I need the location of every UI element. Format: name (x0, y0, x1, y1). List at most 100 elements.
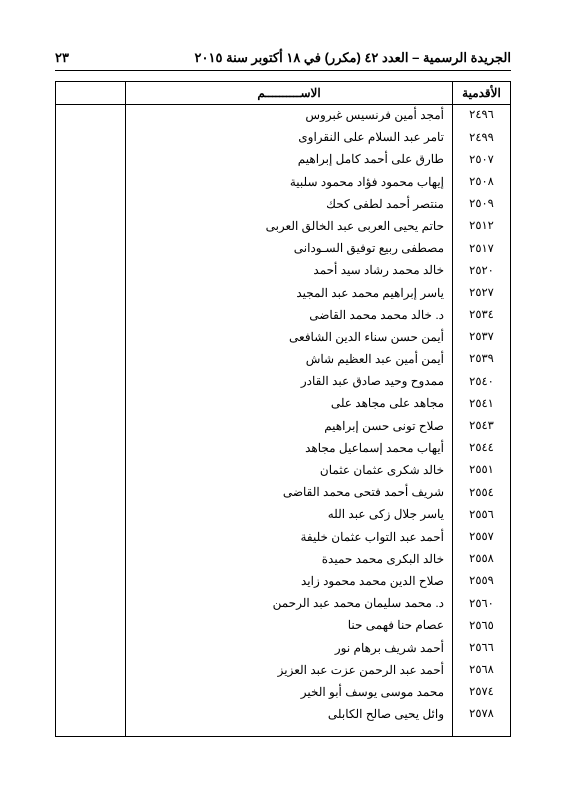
cell-empty (56, 438, 126, 460)
cell-empty (56, 371, 126, 393)
cell-empty (56, 283, 126, 305)
cell-empty (56, 305, 126, 327)
cell-seniority: ٢٥٥٩ (453, 571, 511, 593)
col-header-seniority: الأقدمية (453, 82, 511, 105)
table-row: ٢٥٢٧ياسر إبراهيم محمد عبد المجيد (56, 283, 511, 305)
cell-seniority: ٢٥٦٨ (453, 660, 511, 682)
cell-seniority: ٢٥٥٧ (453, 527, 511, 549)
cell-seniority: ٢٥١٢ (453, 216, 511, 238)
cell-name: مجاهد على مجاهد على (126, 393, 453, 415)
col-header-name: الاســــــــــم (126, 82, 453, 105)
cell-name: أمجد أمين فرنسيس غبروس (126, 105, 453, 128)
cell-name: خالد البكرى محمد حميدة (126, 549, 453, 571)
cell-seniority: ٢٥٢٠ (453, 260, 511, 282)
cell-seniority: ٢٥٠٩ (453, 194, 511, 216)
cell-name: أحمد عبد التواب عثمان خليفة (126, 527, 453, 549)
cell-name: شريف أحمد فتحى محمد القاضى (126, 482, 453, 504)
cell-name: طارق على أحمد كامل إبراهيم (126, 149, 453, 171)
cell-name: خالد شكرى عثمان عثمان (126, 460, 453, 482)
cell-name: تامر عبد السلام على النقراوى (126, 127, 453, 149)
table-row: ٢٥٠٨إيهاب محمود فؤاد محمود سلبية (56, 172, 511, 194)
cell-name: صلاح الدين محمد محمود زايد (126, 571, 453, 593)
table-row: ٢٥٤٣صلاح تونى حسن إبراهيم (56, 416, 511, 438)
table-row: ٢٥٦٠د. محمد سليمان محمد عبد الرحمن (56, 593, 511, 615)
page-header: الجريدة الرسمية – العدد ٤٢ (مكرر) في ١٨ … (55, 50, 511, 71)
cell-empty (56, 527, 126, 549)
table-row: ٢٤٩٩تامر عبد السلام على النقراوى (56, 127, 511, 149)
cell-empty (56, 238, 126, 260)
cell-name: أيمن أمين عبد العظيم شاش (126, 349, 453, 371)
cell-empty (56, 149, 126, 171)
cell-empty (56, 105, 126, 128)
seniority-table: الأقدمية الاســــــــــم ٢٤٩٦أمجد أمين ف… (55, 81, 511, 737)
cell-seniority: ٢٥٣٤ (453, 305, 511, 327)
cell-seniority: ٢٥٦٦ (453, 638, 511, 660)
cell-seniority: ٢٥٠٧ (453, 149, 511, 171)
cell-name: ياسر جلال زكى عبد الله (126, 504, 453, 526)
table-row: ٢٥٥١خالد شكرى عثمان عثمان (56, 460, 511, 482)
cell-name: ممدوح وحيد صادق عبد القادر (126, 371, 453, 393)
table-header-row: الأقدمية الاســــــــــم (56, 82, 511, 105)
cell-seniority: ٢٥٤٣ (453, 416, 511, 438)
cell-seniority: ٢٤٩٩ (453, 127, 511, 149)
cell-name: ياسر إبراهيم محمد عبد المجيد (126, 283, 453, 305)
cell-empty (56, 549, 126, 571)
table-row: ٢٥٠٧طارق على أحمد كامل إبراهيم (56, 149, 511, 171)
table-row: ٢٥٣٩أيمن أمين عبد العظيم شاش (56, 349, 511, 371)
cell-empty (56, 327, 126, 349)
cell-seniority: ٢٥٠٨ (453, 172, 511, 194)
table-row: ٢٥٦٦أحمد شريف برهام نور (56, 638, 511, 660)
cell-empty (56, 172, 126, 194)
table-row: ٢٥٥٩صلاح الدين محمد محمود زايد (56, 571, 511, 593)
cell-name: أحمد عبد الرحمن عزت عبد العزيز (126, 660, 453, 682)
cell-seniority: ٢٥٦٠ (453, 593, 511, 615)
document-page: الجريدة الرسمية – العدد ٤٢ (مكرر) في ١٨ … (0, 0, 566, 800)
cell-empty (56, 571, 126, 593)
cell-seniority: ٢٥٣٩ (453, 349, 511, 371)
table-row: ٢٥٢٠خالد محمد رشاد سيد أحمد (56, 260, 511, 282)
table-row: ٢٥٥٤شريف أحمد فتحى محمد القاضى (56, 482, 511, 504)
cell-seniority: ٢٥٧٤ (453, 682, 511, 704)
cell-seniority: ٢٥٥١ (453, 460, 511, 482)
cell-name: وائل يحيى صالح الكابلى (126, 704, 453, 737)
col-header-empty (56, 82, 126, 105)
cell-empty (56, 638, 126, 660)
cell-seniority: ٢٥١٧ (453, 238, 511, 260)
cell-name: د. خالد محمد محمد القاضى (126, 305, 453, 327)
cell-empty (56, 127, 126, 149)
cell-seniority: ٢٥٦٥ (453, 615, 511, 637)
cell-name: خالد محمد رشاد سيد أحمد (126, 260, 453, 282)
table-row: ٢٥٤٠ممدوح وحيد صادق عبد القادر (56, 371, 511, 393)
cell-empty (56, 260, 126, 282)
table-body: ٢٤٩٦أمجد أمين فرنسيس غبروس٢٤٩٩تامر عبد ا… (56, 105, 511, 737)
table-row: ٢٥٧٨وائل يحيى صالح الكابلى (56, 704, 511, 737)
cell-empty (56, 349, 126, 371)
cell-name: أحمد شريف برهام نور (126, 638, 453, 660)
cell-seniority: ٢٥٤٠ (453, 371, 511, 393)
table-row: ٢٥٥٦ياسر جلال زكى عبد الله (56, 504, 511, 526)
table-row: ٢٥٤١مجاهد على مجاهد على (56, 393, 511, 415)
cell-empty (56, 393, 126, 415)
table-row: ٢٥١٢حاتم يحيى العربى عبد الخالق العربى (56, 216, 511, 238)
cell-seniority: ٢٥٥٤ (453, 482, 511, 504)
cell-empty (56, 482, 126, 504)
cell-name: منتصر أحمد لطفى كحك (126, 194, 453, 216)
cell-name: صلاح تونى حسن إبراهيم (126, 416, 453, 438)
cell-empty (56, 194, 126, 216)
table-row: ٢٥٧٤محمد موسى يوسف أبو الخير (56, 682, 511, 704)
cell-seniority: ٢٥٢٧ (453, 283, 511, 305)
cell-empty (56, 682, 126, 704)
cell-empty (56, 660, 126, 682)
table-row: ٢٤٩٦أمجد أمين فرنسيس غبروس (56, 105, 511, 128)
table-row: ٢٥٥٧أحمد عبد التواب عثمان خليفة (56, 527, 511, 549)
cell-empty (56, 615, 126, 637)
table-row: ٢٥٠٩منتصر أحمد لطفى كحك (56, 194, 511, 216)
cell-name: محمد موسى يوسف أبو الخير (126, 682, 453, 704)
table-row: ٢٥١٧مصطفى ربيع توفيق السـودانى (56, 238, 511, 260)
table-row: ٢٥٣٤د. خالد محمد محمد القاضى (56, 305, 511, 327)
cell-seniority: ٢٥٤١ (453, 393, 511, 415)
page-number: ٢٣ (55, 50, 69, 66)
cell-empty (56, 416, 126, 438)
table-row: ٢٥٦٨أحمد عبد الرحمن عزت عبد العزيز (56, 660, 511, 682)
table-row: ٢٥٤٤أيهاب محمد إسماعيل مجاهد (56, 438, 511, 460)
